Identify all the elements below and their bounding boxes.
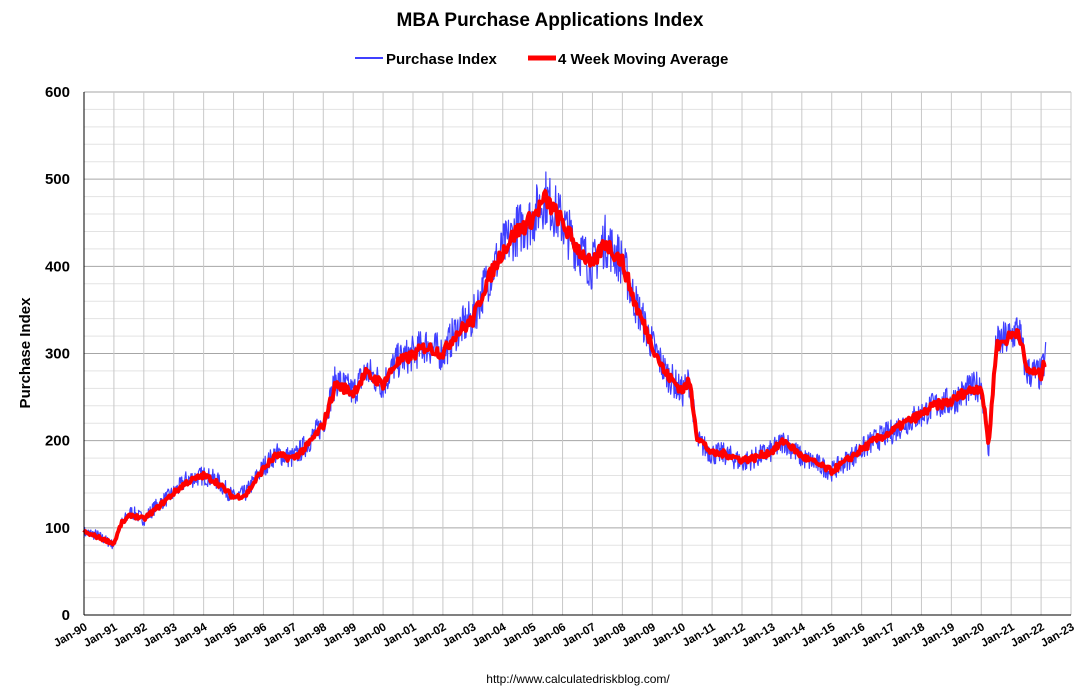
y-axis-label: Purchase Index	[17, 297, 34, 409]
y-tick-label: 400	[45, 258, 70, 275]
y-tick-label: 200	[45, 433, 70, 450]
y-tick-label: 600	[45, 84, 70, 101]
y-tick-label: 300	[45, 346, 70, 363]
legend-label-purchase-index: Purchase Index	[386, 51, 498, 68]
legend-label-moving-average: 4 Week Moving Average	[558, 51, 728, 68]
series-lines	[82, 171, 1047, 550]
y-tick-label: 500	[45, 171, 70, 188]
legend: Purchase Index 4 Week Moving Average	[355, 51, 728, 68]
y-tick-label: 100	[45, 520, 70, 537]
y-tick-label: 0	[62, 607, 70, 624]
chart-title: MBA Purchase Applications Index	[397, 10, 704, 31]
source-url: http://www.calculatedriskblog.com/	[486, 672, 670, 686]
y-axis-ticks: 0 100 200 300 400 500 600	[45, 84, 70, 624]
series-line-moving-average	[82, 188, 1047, 547]
